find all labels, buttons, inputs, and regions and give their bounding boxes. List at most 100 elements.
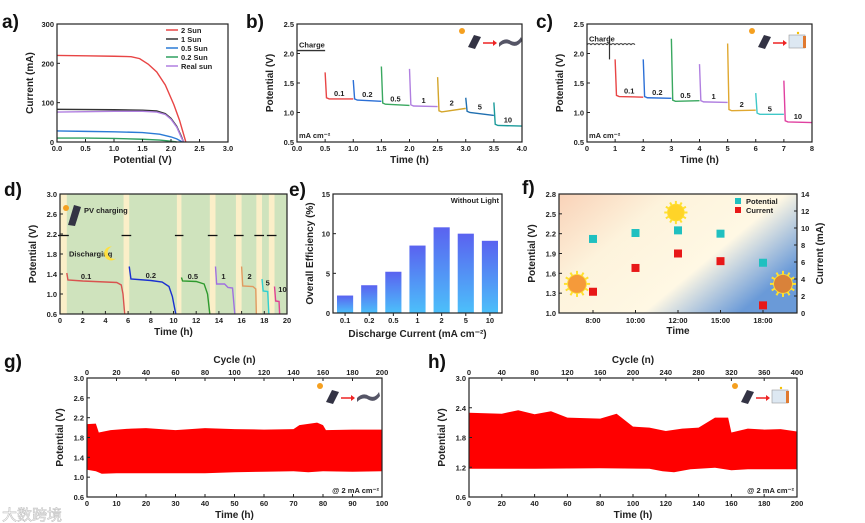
x-tick-label: 0 xyxy=(85,499,89,508)
curve-label: 10 xyxy=(278,285,286,294)
y-tick-label: 1.0 xyxy=(284,109,294,118)
x-tick-label: 5 xyxy=(464,316,468,325)
moon-icon xyxy=(104,246,116,261)
watermark-logo: 大数跨境 xyxy=(2,506,62,523)
y-tick-label: 2.8 xyxy=(546,190,556,199)
y-tick-label: 1.4 xyxy=(74,453,85,462)
x-tick-label: 8:00 xyxy=(585,316,600,325)
charging-band xyxy=(209,194,216,314)
panel-label: b) xyxy=(246,12,264,33)
marker-potential xyxy=(631,229,640,238)
y2-tick-label: 6 xyxy=(801,258,805,267)
y-tick-label: 1.0 xyxy=(47,290,57,299)
plot-background xyxy=(60,194,287,314)
legend-label: 1 Sun xyxy=(181,35,202,44)
x-tick-label: 14 xyxy=(215,316,224,325)
segment-label: 1 xyxy=(421,96,425,105)
pv-to-flexible-battery-icon xyxy=(317,383,380,404)
y-tick-label: 100 xyxy=(41,99,54,108)
bar-1 xyxy=(409,245,426,313)
y-tick-label: 2.5 xyxy=(574,20,584,29)
y-tick-label: 1.0 xyxy=(574,109,584,118)
discharge-segment xyxy=(670,38,700,102)
charging-band xyxy=(256,194,263,314)
x2-tick-label: 0 xyxy=(85,368,89,377)
discharge-curve xyxy=(273,286,281,315)
sun-noon-icon xyxy=(664,200,688,225)
panel-label: g) xyxy=(4,352,22,373)
panel-label: c) xyxy=(536,12,553,33)
bar-10 xyxy=(481,240,498,313)
bar-0.1 xyxy=(337,295,354,313)
discharge-segment xyxy=(614,59,644,98)
y2-tick-label: 0 xyxy=(801,309,805,318)
y-tick-label: 0.6 xyxy=(74,493,84,502)
x-tick-label: 8 xyxy=(149,316,153,325)
x-tick-label: 20 xyxy=(142,499,150,508)
panel-label: h) xyxy=(428,352,446,373)
x-tick-label: 100 xyxy=(627,499,640,508)
y-tick-label: 2.0 xyxy=(574,50,584,59)
discharge-segment xyxy=(642,59,672,100)
y-axis-label: Potential (V) xyxy=(265,54,276,112)
discharge-segment xyxy=(698,64,728,104)
x-tick-label: 5 xyxy=(726,144,730,153)
y-tick-label: 1.3 xyxy=(546,289,556,298)
charging-band xyxy=(235,194,242,314)
y-axis-label: Potential (V) xyxy=(55,408,66,466)
chart-title: Without Light xyxy=(451,196,500,205)
x-tick-label: 40 xyxy=(201,499,209,508)
x-tick-label: 4 xyxy=(697,144,702,153)
y-tick-label: 2.0 xyxy=(284,50,294,59)
y-tick-label: 2.2 xyxy=(47,230,57,239)
y-tick-label: 15 xyxy=(322,190,330,199)
x-axis-label: Time (h) xyxy=(215,510,254,521)
charging-band xyxy=(176,194,182,314)
discharge-segment xyxy=(408,68,438,108)
y-tick-label: 1.5 xyxy=(284,79,294,88)
x-tick-label: 80 xyxy=(319,499,327,508)
x-tick-label: 6 xyxy=(126,316,130,325)
marker-current xyxy=(631,263,640,272)
x-tick-label: 4.0 xyxy=(517,144,527,153)
unit-label: mA cm⁻² xyxy=(299,131,331,140)
x-tick-label: 3.0 xyxy=(223,144,233,153)
x-tick-label: 2 xyxy=(440,316,444,325)
x-tick-label: 3.5 xyxy=(489,144,499,153)
x2-tick-label: 240 xyxy=(660,368,673,377)
y2-tick-label: 2 xyxy=(801,292,805,301)
cycling-potential-band xyxy=(87,422,382,474)
x-tick-label: 20 xyxy=(283,316,291,325)
discharge-segment xyxy=(352,80,382,102)
x-tick-label: 1 xyxy=(613,144,617,153)
x-tick-label: 60 xyxy=(260,499,268,508)
x-tick-label: 20 xyxy=(498,499,506,508)
y-tick-label: 0 xyxy=(50,138,54,147)
discharge-curve xyxy=(66,272,126,315)
x-tick-label: 1.0 xyxy=(109,144,119,153)
curve-label: 0.1 xyxy=(81,272,91,281)
y-tick-label: 1.2 xyxy=(456,463,466,472)
x2-tick-label: 200 xyxy=(627,368,640,377)
x2-tick-label: 320 xyxy=(725,368,738,377)
segment-label: 0.5 xyxy=(390,94,400,103)
x-tick-label: 0.0 xyxy=(292,144,302,153)
discharge-segment xyxy=(380,66,410,107)
x-tick-label: 90 xyxy=(348,499,356,508)
segment-label: 1 xyxy=(711,92,715,101)
bar-0.5 xyxy=(385,271,402,313)
discharge-curve xyxy=(240,266,258,315)
segment-label: 0.1 xyxy=(334,89,344,98)
x-tick-label: 10 xyxy=(486,316,494,325)
segment-label: 10 xyxy=(794,112,802,121)
x-axis-label: Time xyxy=(666,326,690,337)
pv-to-cell-icon xyxy=(749,28,806,49)
y-tick-label: 1.4 xyxy=(47,270,58,279)
panel-label: d) xyxy=(4,180,22,201)
segment-label: 0.1 xyxy=(624,87,634,96)
x-tick-label: 2 xyxy=(641,144,645,153)
discharge-segment xyxy=(783,80,813,124)
y-tick-label: 1.0 xyxy=(546,309,556,318)
curve-label: 0.5 xyxy=(188,272,198,281)
y-tick-label: 1.9 xyxy=(546,250,556,259)
